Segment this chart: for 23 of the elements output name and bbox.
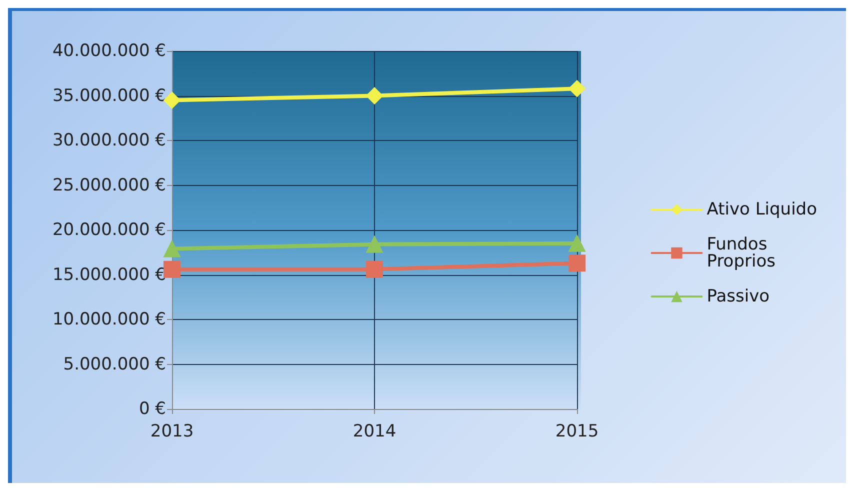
- legend-label: Passivo: [706, 286, 770, 306]
- y-tick-label: 20.000.000 €: [52, 220, 166, 240]
- y-tick-label: 10.000.000 €: [52, 310, 166, 330]
- y-tick-label: 0 €: [138, 399, 166, 419]
- point: [568, 254, 586, 272]
- legend-label: Ativo Liquido: [706, 200, 818, 220]
- point: [164, 240, 180, 258]
- x-tick-label: 2013: [150, 422, 194, 442]
- legend-label: Fundos Proprios: [706, 234, 776, 272]
- point: [568, 80, 586, 98]
- y-tick-label: 35.000.000 €: [52, 86, 166, 106]
- point: [164, 92, 180, 109]
- y-tick-label: 25.000.000 €: [52, 175, 166, 196]
- point: [366, 236, 383, 253]
- point: [366, 87, 383, 104]
- point: [366, 260, 383, 278]
- x-tick-label: 2015: [555, 422, 599, 442]
- y-tick-label: 40.000.000 €: [52, 41, 166, 61]
- y-tick-label: 30.000.000 €: [52, 130, 166, 150]
- point: [568, 234, 586, 252]
- x-tick-label: 2014: [352, 422, 396, 442]
- point: [164, 260, 180, 278]
- y-tick-label: 5.000.000 €: [63, 354, 166, 374]
